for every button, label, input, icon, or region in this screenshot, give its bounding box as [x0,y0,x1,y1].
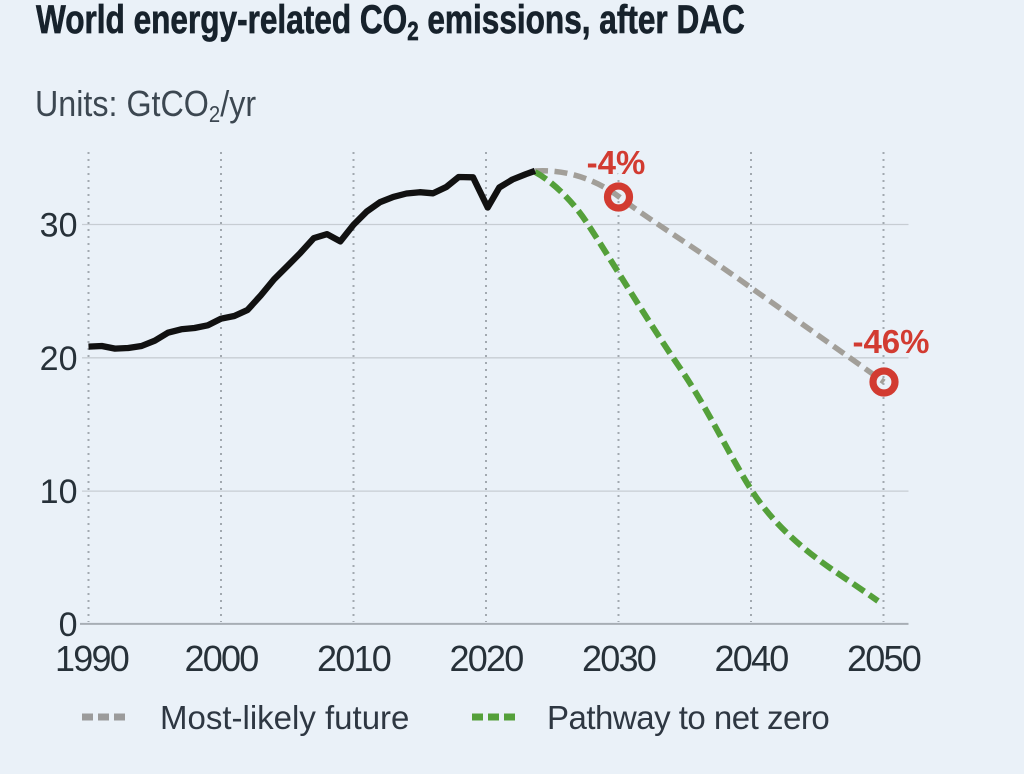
svg-text:30: 30 [40,207,78,245]
svg-text:2030: 2030 [582,638,656,679]
svg-text:2040: 2040 [715,638,789,679]
svg-text:2000: 2000 [185,638,259,679]
svg-text:-4%: -4% [587,144,646,181]
svg-text:2020: 2020 [450,638,524,679]
svg-text:2010: 2010 [317,638,391,679]
svg-text:2050: 2050 [847,638,921,679]
svg-text:20: 20 [40,340,78,378]
svg-text:-46%: -46% [852,323,929,360]
svg-text:Most-likely future: Most-likely future [160,699,409,736]
svg-text:1990: 1990 [55,638,129,679]
svg-text:Pathway to net zero: Pathway to net zero [547,699,829,736]
svg-text:10: 10 [40,473,78,511]
svg-text:0: 0 [59,606,78,644]
